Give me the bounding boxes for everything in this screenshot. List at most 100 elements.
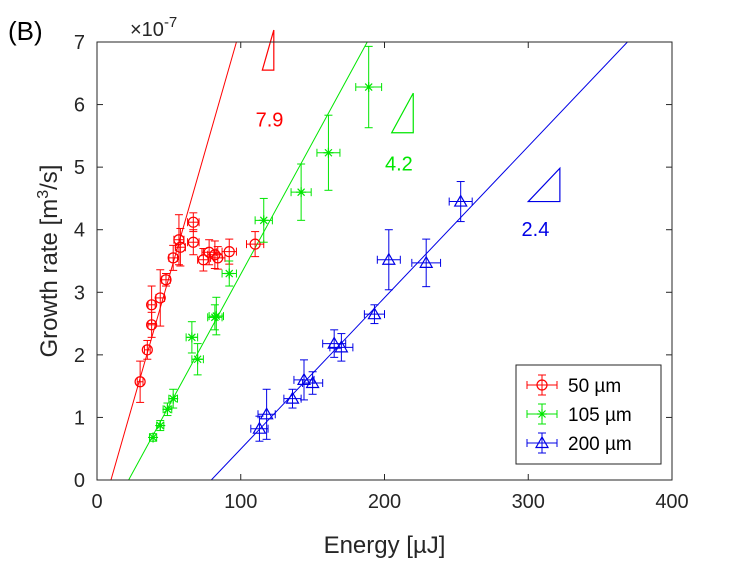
y-axis-title-tail: /s] — [36, 165, 63, 190]
data-marker — [367, 306, 382, 320]
data-marker — [167, 252, 179, 264]
data-point — [411, 238, 442, 288]
slope-triangle — [261, 29, 275, 71]
data-marker — [192, 354, 203, 365]
data-point — [160, 273, 172, 287]
y-axis-title: Growth rate [m3/s] — [35, 165, 63, 358]
y-axis-title-sup: 3 — [35, 190, 52, 199]
series-1 — [148, 45, 383, 443]
data-marker — [285, 391, 300, 404]
data-marker — [146, 319, 158, 331]
data-point — [208, 296, 224, 336]
data-point — [290, 163, 312, 221]
legend-marker — [534, 435, 550, 449]
data-marker — [160, 274, 172, 286]
y-multiplier-base: ×10 — [130, 19, 164, 41]
y-tick-label: 5 — [74, 157, 85, 179]
data-point — [187, 212, 200, 233]
data-point — [448, 181, 473, 223]
x-tick-label: 400 — [655, 491, 688, 513]
data-point — [316, 114, 341, 191]
data-marker — [187, 236, 199, 248]
data-marker — [327, 336, 342, 349]
series-0 — [134, 212, 265, 403]
y-tick-label: 7 — [74, 32, 85, 54]
y-tick-label: 0 — [74, 470, 85, 492]
legend-marker — [536, 379, 548, 391]
data-marker — [155, 420, 166, 431]
y-axis-title-main: Growth rate [m — [36, 199, 63, 358]
plot-frame — [96, 41, 673, 481]
data-marker — [141, 344, 153, 356]
data-marker — [305, 375, 320, 389]
data-marker — [323, 147, 334, 158]
data-marker — [146, 299, 158, 311]
data-marker — [168, 393, 179, 404]
data-point — [355, 45, 383, 129]
data-marker — [203, 246, 215, 258]
legend-label: 50 µm — [568, 376, 621, 397]
data-marker — [174, 241, 186, 253]
y-multiplier: ×10-7 — [130, 14, 177, 41]
plot-area: 0 100 200 300 400 0 1 2 3 4 5 6 7 7.9 4.2 2.4 — [74, 29, 689, 513]
data-series — [134, 45, 473, 443]
legend-label: 105 µm — [568, 405, 632, 426]
y-multiplier-exp: -7 — [164, 14, 177, 31]
data-marker — [259, 407, 274, 420]
x-tick-label: 200 — [368, 491, 401, 513]
data-marker — [173, 234, 185, 246]
slope-indicators: 7.9 4.2 2.4 — [256, 29, 561, 241]
data-point — [146, 311, 158, 338]
y-tick-label: 1 — [74, 407, 85, 429]
data-marker — [212, 252, 224, 264]
data-marker — [252, 421, 267, 434]
data-marker — [249, 238, 261, 250]
fit-line — [110, 42, 237, 480]
data-point — [257, 388, 276, 440]
data-point — [155, 420, 166, 432]
data-marker — [134, 376, 146, 388]
data-marker — [223, 246, 235, 258]
data-point — [302, 371, 324, 395]
data-marker — [148, 432, 159, 443]
slope-triangle — [390, 92, 414, 134]
slope-label: 7.9 — [256, 109, 284, 131]
data-point — [221, 238, 237, 265]
fit-line — [210, 42, 628, 480]
data-point — [191, 343, 204, 376]
data-marker — [296, 187, 307, 198]
data-point — [250, 415, 269, 442]
x-tick-label: 100 — [224, 491, 257, 513]
data-point — [254, 197, 273, 243]
x-tick-label: 300 — [512, 491, 545, 513]
data-marker — [211, 311, 222, 322]
legend-marker — [537, 409, 547, 419]
data-point — [162, 402, 173, 417]
data-marker — [186, 332, 197, 343]
data-marker — [197, 254, 209, 266]
data-marker — [209, 249, 221, 261]
data-point — [168, 388, 179, 409]
series-2 — [250, 181, 473, 442]
data-marker — [258, 215, 269, 226]
data-marker — [334, 340, 349, 353]
axes: 0 100 200 300 400 0 1 2 3 4 5 6 7 — [74, 32, 689, 513]
data-point — [141, 339, 153, 360]
x-axis-title: Energy [µJ] — [324, 532, 446, 559]
y-tick-label: 6 — [74, 95, 85, 117]
data-point — [283, 388, 302, 409]
legend: 50 µm 105 µm 200 µm — [515, 364, 662, 465]
data-point — [376, 229, 401, 291]
data-point — [210, 246, 226, 270]
data-point — [221, 260, 237, 287]
data-point — [187, 229, 200, 256]
x-tick-label: 0 — [91, 491, 102, 513]
legend-label: 200 µm — [568, 434, 632, 455]
data-point — [174, 227, 186, 267]
slope-triangle — [526, 166, 561, 203]
y-tick-label: 3 — [74, 282, 85, 304]
data-point — [173, 214, 185, 266]
panel-label: (B) — [8, 16, 43, 46]
data-point — [201, 239, 217, 266]
